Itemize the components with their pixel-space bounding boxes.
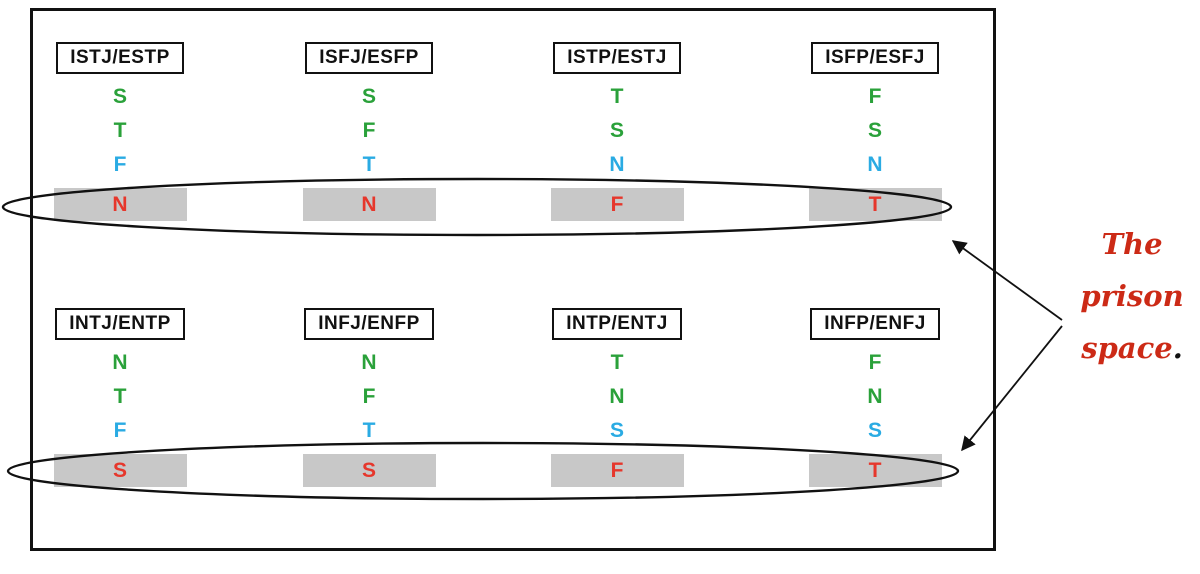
function-letter: T [610, 85, 624, 108]
type-group-infp-enfj: INFP/ENFJ F N S T [750, 308, 1000, 487]
function-stack: F S N T [750, 80, 1000, 221]
function-letter: T [362, 153, 376, 176]
type-group-istp-estj: ISTP/ESTJ T S N F [492, 42, 742, 221]
type-group-intp-entj: INTP/ENTJ T N S F [492, 308, 742, 487]
function-stack: N T F S [0, 346, 245, 487]
function-stack: T S N F [492, 80, 742, 221]
prison-function-letter: S [53, 454, 187, 487]
prison-space-label: The prison space. [1072, 218, 1192, 374]
function-letter: N [112, 351, 128, 374]
function-letter: N [361, 351, 377, 374]
annotation-line: The [1101, 227, 1163, 261]
function-letter: S [609, 119, 624, 142]
function-stack: T N S F [492, 346, 742, 487]
function-stack: S T F N [0, 80, 245, 221]
function-letter: N [867, 153, 883, 176]
function-letter: S [867, 119, 882, 142]
prison-function-letter: T [808, 188, 942, 221]
function-letter: N [867, 385, 883, 408]
function-letter: T [113, 119, 127, 142]
function-letter: F [868, 85, 882, 108]
type-label: INFJ/ENFP [304, 308, 434, 340]
function-stack: S F T N [244, 80, 494, 221]
annotation-line: prison [1080, 279, 1184, 313]
function-letter: S [867, 419, 882, 442]
prison-function-letter: T [808, 454, 942, 487]
type-label: ISFP/ESFJ [811, 42, 939, 74]
function-letter: T [610, 351, 624, 374]
annotation-line: space. [1081, 331, 1183, 365]
type-group-infj-enfp: INFJ/ENFP N F T S [244, 308, 494, 487]
type-label: ISTP/ESTJ [553, 42, 681, 74]
type-label: ISTJ/ESTP [56, 42, 184, 74]
prison-function-letter: N [302, 188, 436, 221]
prison-function-letter: F [550, 188, 684, 221]
function-letter: T [362, 419, 376, 442]
type-label: INFP/ENFJ [810, 308, 940, 340]
function-letter: T [113, 385, 127, 408]
function-letter: F [362, 119, 376, 142]
function-letter: S [609, 419, 624, 442]
type-label: INTJ/ENTP [55, 308, 185, 340]
function-stack: N F T S [244, 346, 494, 487]
function-letter: N [609, 153, 625, 176]
function-letter: N [609, 385, 625, 408]
function-letter: F [362, 385, 376, 408]
function-letter: F [868, 351, 882, 374]
function-letter: F [113, 419, 127, 442]
type-label: INTP/ENTJ [552, 308, 682, 340]
prison-function-letter: N [53, 188, 187, 221]
type-group-istj-estp: ISTJ/ESTP S T F N [0, 42, 245, 221]
prison-function-letter: F [550, 454, 684, 487]
annotation-period: . [1172, 331, 1183, 365]
function-letter: S [361, 85, 376, 108]
type-group-intj-entp: INTJ/ENTP N T F S [0, 308, 245, 487]
prison-function-letter: S [302, 454, 436, 487]
type-group-isfj-esfp: ISFJ/ESFP S F T N [244, 42, 494, 221]
function-stack: F N S T [750, 346, 1000, 487]
function-letter: F [113, 153, 127, 176]
type-label: ISFJ/ESFP [305, 42, 433, 74]
function-letter: S [112, 85, 127, 108]
type-group-isfp-esfj: ISFP/ESFJ F S N T [750, 42, 1000, 221]
